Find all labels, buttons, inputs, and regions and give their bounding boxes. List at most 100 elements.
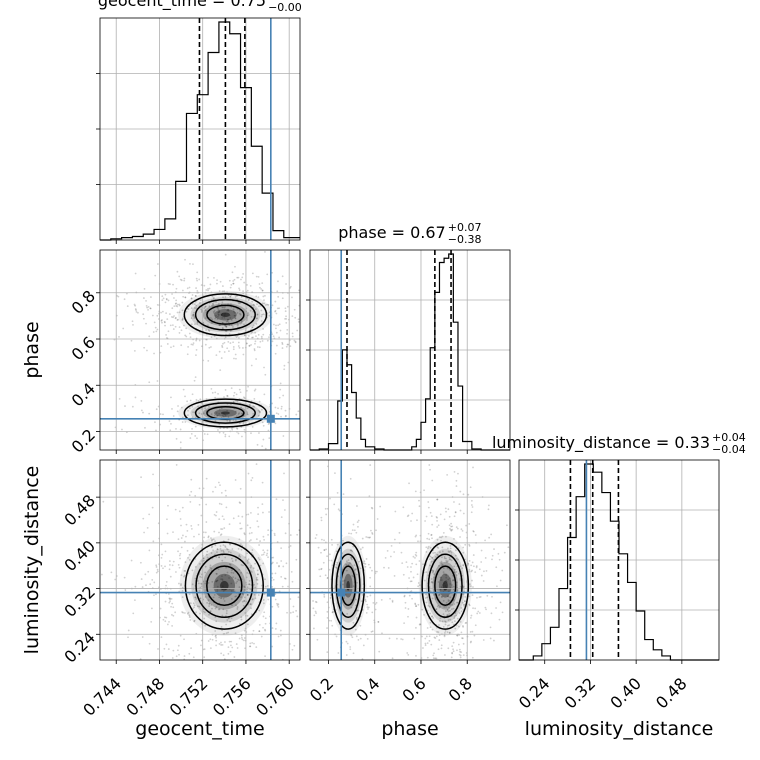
sample-point (401, 638, 404, 641)
sample-point (415, 551, 418, 554)
sample-point (229, 419, 232, 422)
sample-point (231, 646, 234, 649)
sample-point (461, 637, 463, 639)
sample-point (405, 561, 408, 564)
sample-point (444, 507, 447, 510)
sample-point (203, 648, 206, 651)
sample-point (449, 596, 452, 599)
sample-point (238, 554, 241, 557)
sample-point (101, 573, 103, 576)
sample-point (239, 391, 242, 394)
sample-point (393, 551, 396, 553)
sample-point (232, 280, 235, 282)
sample-point (254, 331, 257, 334)
sample-point (195, 598, 198, 600)
sample-point (291, 332, 294, 335)
sample-point (330, 619, 333, 622)
sample-point (232, 308, 235, 311)
sample-point (204, 624, 207, 627)
sample-point (370, 529, 372, 532)
sample-point (422, 563, 424, 566)
density-shade (213, 573, 236, 598)
sample-point (365, 600, 367, 603)
sample-point (208, 602, 211, 605)
sample-point (278, 307, 281, 310)
sample-point (214, 635, 217, 638)
sample-point (238, 289, 241, 291)
sample-point (259, 540, 261, 542)
sample-point (361, 546, 364, 549)
sample-point (274, 310, 276, 313)
sample-point (189, 619, 192, 621)
sample-point (440, 647, 443, 650)
sample-point (432, 617, 435, 619)
sample-point (165, 334, 167, 336)
sample-point (281, 585, 284, 588)
sample-point (235, 604, 237, 607)
sample-point (216, 548, 219, 551)
sample-point (243, 323, 245, 326)
sample-point (400, 551, 403, 554)
sample-point (363, 560, 366, 563)
sample-point (184, 258, 186, 261)
sample-point (359, 567, 362, 570)
sample-point (287, 361, 290, 364)
sample-point (148, 381, 151, 384)
sample-point (264, 373, 267, 376)
sample-point (214, 540, 216, 542)
sample-point (193, 619, 196, 622)
sample-point (488, 536, 491, 539)
sample-point (329, 497, 331, 500)
sample-point (439, 605, 441, 608)
sample-point (295, 558, 298, 561)
sample-point (221, 579, 224, 582)
sample-point (134, 396, 137, 399)
sample-point (386, 549, 389, 552)
sample-point (263, 302, 266, 305)
sample-point (427, 604, 430, 607)
sample-point (248, 532, 251, 535)
sample-point (230, 303, 233, 306)
sample-point (224, 588, 227, 591)
sample-point (445, 535, 447, 538)
sample-point (236, 608, 239, 610)
sample-point (349, 562, 351, 564)
sample-point (134, 304, 137, 307)
sample-point (343, 664, 345, 666)
sample-point (223, 306, 226, 309)
sample-point (455, 581, 458, 584)
sample-point (179, 634, 182, 637)
sample-point (221, 585, 224, 588)
sample-point (142, 317, 145, 320)
sample-point (246, 562, 249, 564)
sample-point (297, 410, 300, 413)
sample-point (172, 531, 174, 534)
sample-point (451, 645, 454, 648)
sample-point (221, 301, 224, 304)
sample-point (364, 565, 367, 568)
sample-point (336, 665, 338, 667)
sample-point (407, 615, 409, 618)
sample-point (430, 615, 433, 618)
sample-point (142, 297, 145, 299)
sample-point (144, 426, 146, 429)
sample-point (323, 595, 326, 598)
sample-point (157, 570, 159, 573)
sample-point (184, 334, 187, 337)
title-upper-error: +0.00 (268, 0, 302, 2)
sample-point (356, 505, 358, 507)
sample-point (454, 511, 457, 514)
sample-point (228, 333, 231, 335)
sample-point (222, 668, 224, 670)
sample-point (176, 305, 179, 308)
sample-point (478, 596, 481, 599)
sample-point (424, 520, 426, 522)
sample-point (224, 545, 226, 547)
density-shade (220, 411, 230, 415)
sample-point (482, 580, 485, 582)
sample-point (268, 336, 270, 339)
sample-point (226, 395, 229, 397)
sample-point (183, 279, 186, 282)
sample-point (302, 294, 304, 296)
sample-point (250, 479, 253, 482)
